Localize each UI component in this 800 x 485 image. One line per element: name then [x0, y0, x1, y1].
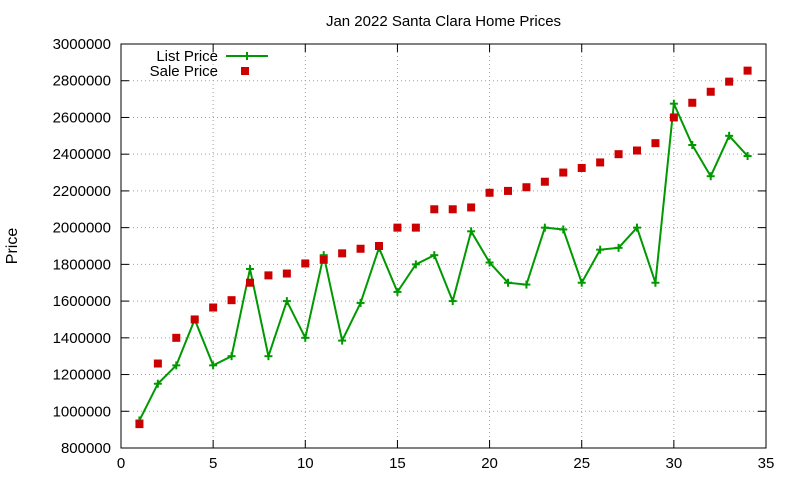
y-tick-label: 2400000	[53, 146, 111, 163]
list-price-point	[596, 245, 605, 254]
list-price-point	[467, 227, 476, 236]
list-price-point	[448, 297, 457, 306]
y-tick-label: 2600000	[53, 109, 111, 126]
sale-price-point	[246, 278, 254, 287]
list-price-point	[153, 379, 162, 388]
y-tick-label: 1800000	[53, 256, 111, 273]
sale-price-point	[743, 66, 752, 75]
list-price-point	[522, 280, 531, 289]
plot-frame	[120, 43, 767, 449]
sale-price-point	[227, 296, 236, 305]
sale-price-point	[319, 255, 328, 264]
list-price-point	[393, 287, 402, 296]
sale-price-point	[596, 158, 605, 167]
y-tick-label: 3000000	[53, 36, 111, 53]
list-price-point	[577, 278, 586, 287]
grid-lines	[121, 44, 766, 448]
list-price-point	[264, 352, 273, 361]
x-tick-label: 25	[573, 455, 590, 472]
list-price-point	[356, 298, 365, 307]
y-tick-label: 2800000	[53, 73, 111, 90]
y-tick-label: 1600000	[53, 293, 111, 310]
legend-sale-price-swatch	[241, 67, 249, 75]
list-price-point	[301, 333, 310, 342]
list-price-point	[411, 260, 420, 269]
legend-sale-price-label: Sale Price	[150, 63, 218, 80]
x-tick-label: 15	[389, 455, 406, 472]
legend-list-price-swatch	[226, 52, 268, 60]
legend-list-price-label: List Price	[156, 48, 218, 65]
list-price-point	[227, 352, 236, 361]
sale-price-point	[725, 77, 734, 86]
sale-price-point	[264, 271, 273, 280]
chart-title: Jan 2022 Santa Clara Home Prices	[326, 13, 561, 30]
sale-price-point	[577, 163, 586, 172]
y-tick-label: 1200000	[53, 367, 111, 384]
y-tick-label: 1000000	[53, 403, 111, 420]
data-series	[135, 66, 752, 429]
sale-price-point	[393, 223, 402, 232]
sale-price-point	[356, 244, 365, 253]
legend: List Price Sale Price	[150, 48, 268, 80]
sale-price-point	[669, 113, 678, 122]
list-price-point	[688, 141, 697, 149]
sale-price-point	[651, 139, 660, 148]
x-tick-label: 5	[209, 455, 217, 472]
list-price-point	[246, 264, 254, 273]
axis-ticks: 0 5 10 15 20 25 30 35 800000 1000000 1200000 140000…	[53, 36, 775, 472]
sale-price-point	[135, 420, 144, 429]
sale-price-point	[448, 205, 457, 214]
sale-price-point	[338, 249, 347, 258]
list-price-point	[485, 258, 494, 267]
x-tick-label: 0	[117, 455, 125, 472]
sale-price-point	[209, 303, 218, 312]
list-price-point	[504, 278, 512, 287]
y-axis-label: Price	[4, 228, 21, 265]
x-tick-label: 35	[758, 455, 775, 472]
list-price-point	[725, 131, 734, 140]
y-tick-label: 1400000	[53, 330, 111, 347]
list-price-point	[651, 278, 660, 287]
sale-price-point	[190, 315, 199, 324]
sale-price-point	[559, 168, 568, 177]
list-price-point	[706, 172, 715, 181]
list-price-point	[669, 99, 678, 108]
y-tick-label: 800000	[61, 440, 111, 457]
x-tick-label: 10	[297, 455, 314, 472]
list-price-point	[338, 336, 347, 345]
sale-price-point	[504, 186, 512, 195]
sale-price-point	[633, 146, 641, 155]
list-price-point	[743, 152, 752, 161]
sale-price-point	[614, 150, 623, 159]
sale-price-point	[540, 177, 549, 186]
x-tick-label: 30	[666, 455, 683, 472]
list-price-point	[540, 223, 549, 232]
list-price-point	[559, 225, 568, 234]
list-price-line	[138, 99, 749, 421]
y-tick-label: 2200000	[53, 183, 111, 200]
list-price-point	[614, 243, 623, 252]
sale-price-point	[688, 98, 697, 107]
sale-price-point	[430, 205, 439, 214]
sale-price-point	[522, 183, 531, 192]
sale-price-point	[172, 333, 181, 342]
sale-price-point	[375, 242, 383, 250]
sale-price-point	[301, 259, 310, 268]
sale-price-point	[467, 203, 476, 212]
sale-price-point	[282, 269, 291, 278]
list-price-point	[172, 361, 181, 370]
list-price-point	[282, 297, 291, 306]
sale-price-point	[153, 359, 162, 368]
list-price-point	[430, 251, 439, 260]
list-price-point	[633, 223, 641, 232]
sale-price-point	[706, 87, 715, 96]
sale-price-point	[485, 188, 494, 197]
y-tick-label: 2000000	[53, 220, 111, 237]
list-price-point	[209, 361, 218, 370]
sale-price-point	[411, 223, 420, 232]
x-tick-label: 20	[481, 455, 498, 472]
